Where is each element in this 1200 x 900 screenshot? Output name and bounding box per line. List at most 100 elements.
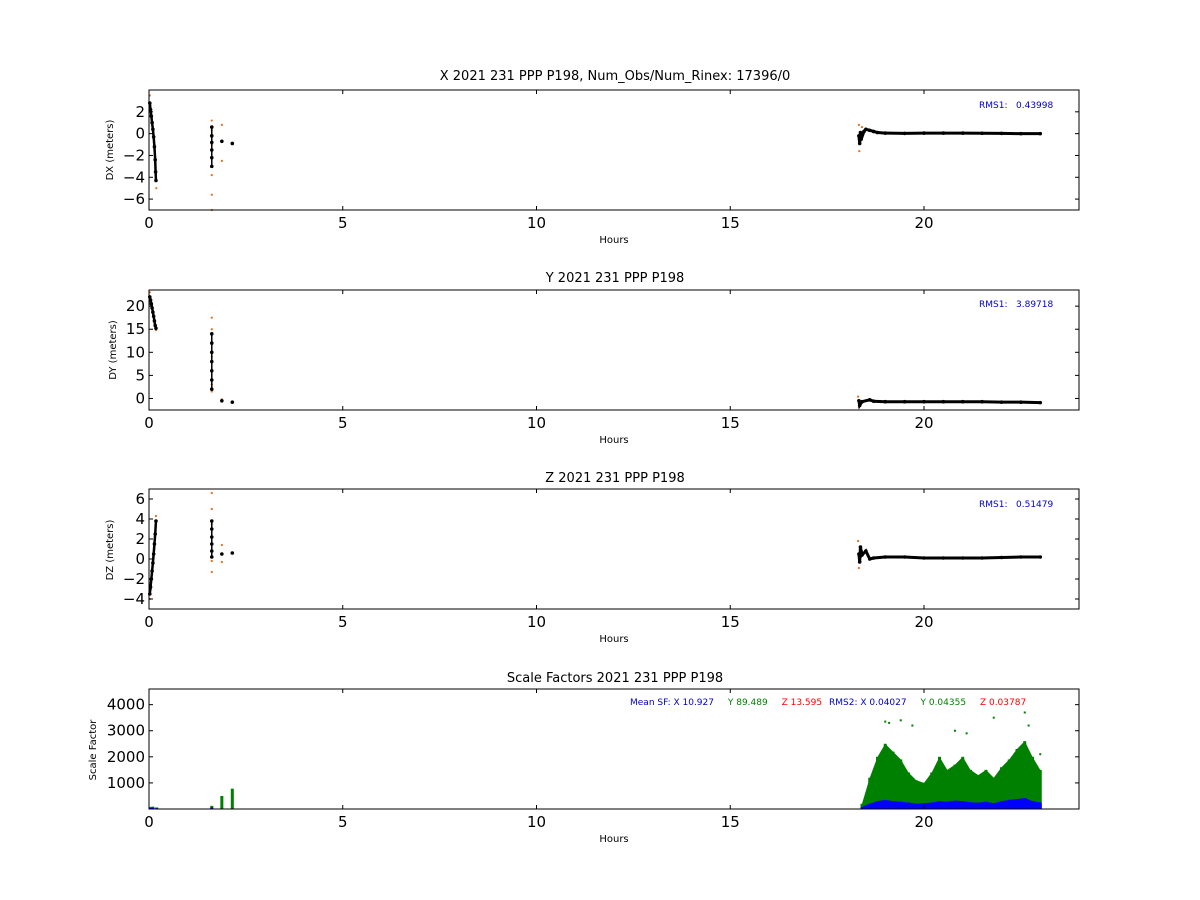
panel-sf-xtick-label: 5: [338, 813, 348, 831]
panel-dx-rms-value: 0.43998: [1016, 101, 1053, 111]
panel-sf-xtick-label: 0: [144, 813, 154, 831]
panel-dx-ytick-label: −4: [123, 168, 145, 186]
panel-dx-track-line: [857, 127, 1041, 144]
panel-dz-title: Z 2021 231 PPP P198: [545, 471, 685, 486]
panel-sf-xlabel: Hours: [599, 834, 628, 845]
panel-dz-point: [220, 543, 223, 547]
panel-sf: Scale Factors 2021 231 PPP P198 Hours Sc…: [88, 671, 1080, 845]
panel-sf-bar: [220, 795, 224, 809]
panel-dx-ytick-label: 0: [135, 125, 145, 143]
panel-dx-xtick-label: 15: [721, 214, 740, 232]
panel-dx-ytick-label: −6: [123, 190, 145, 208]
panel-dz-point: [857, 566, 861, 570]
panel-sf-bar: [976, 802, 980, 809]
panel-sf-ytick-label: 3000: [107, 722, 145, 740]
panel-dx-ytick-label: −2: [123, 146, 145, 164]
panel-dz-ytick-label: 4: [135, 510, 145, 528]
panel-sf-peak-point: [965, 732, 968, 735]
panel-sf-bar: [992, 803, 996, 809]
panel-dy-early-track-line: [148, 296, 158, 329]
panel-dz-xtick-label: 0: [144, 613, 154, 631]
panel-sf-bar: [860, 806, 864, 809]
panel-sf-bar: [930, 802, 934, 809]
panel-dx-point: [857, 123, 861, 127]
panel-dy-rms-value: 3.89718: [1016, 300, 1053, 310]
panel-dx-rms-label: RMS1:: [979, 101, 1008, 111]
panel-dy-ytick-label: 20: [126, 297, 145, 315]
panel-dy-ytick-label: 10: [126, 343, 145, 361]
panel-sf-bar: [891, 751, 895, 809]
panel-sf-peak-point: [992, 716, 995, 719]
panel-dz-point: [230, 551, 235, 555]
panel-sf-bar: [961, 801, 965, 809]
panel-dz-point: [220, 560, 223, 564]
panel-sf-bar: [1031, 801, 1034, 809]
panel-sf-ytick-label: 2000: [107, 748, 145, 766]
panel-dy-ticks: 0 5 10 15 20 20 15 10 5 0: [126, 290, 1079, 432]
panel-sf-bar: [876, 801, 879, 809]
panel-sf-bar: [938, 756, 941, 809]
panel-dx-point: [210, 119, 213, 122]
panel-sf-ylabel: Scale Factor: [88, 719, 99, 781]
panel-dy-xtick-label: 10: [527, 414, 546, 432]
panel-sf-bar: [1000, 801, 1003, 809]
panel-sf-bar: [938, 801, 941, 809]
panel-dx-point: [858, 149, 861, 153]
panel-sf-bar: [210, 807, 214, 809]
panel-dz-marks: [147, 491, 1043, 601]
panel-dy-marks: [147, 291, 1043, 410]
panel-dx-point: [220, 123, 223, 127]
panel-sf-bar: [969, 802, 972, 809]
panel-dx-point: [860, 125, 864, 129]
panel-dz-xlabel: Hours: [599, 634, 628, 645]
panel-dz-rms-label: RMS1:: [979, 500, 1008, 510]
panel-dx-point: [220, 139, 224, 144]
panel-sf-x-area: [862, 798, 1041, 809]
panel-dz-ylabel: DZ (meters): [105, 519, 116, 580]
panel-sf-peak-point: [1039, 753, 1042, 756]
panel-sf-bar: [914, 803, 918, 809]
panel-dy-point: [230, 400, 235, 404]
panel-sf-bar: [930, 772, 934, 809]
panel-dz-point: [220, 552, 224, 556]
panel-dz-frame: [148, 488, 1080, 610]
panel-dy-point: [210, 328, 213, 331]
panel-sf-bar: [860, 803, 864, 809]
panel-sf-peak-point: [888, 721, 891, 724]
panel-sf-xtick-label: 20: [914, 813, 933, 831]
panel-dz: Z 2021 231 PPP P198 Hours DZ (meters) RM…: [105, 471, 1080, 645]
panel-sf-bar: [907, 772, 910, 809]
panel-dx-ylabel: DX (meters): [105, 119, 116, 180]
sf-rms2-x: RMS2: X 0.04027: [829, 698, 907, 708]
panel-sf-bar: [1031, 756, 1034, 809]
panel-sf-bar: [961, 756, 965, 809]
panel-dz-xtick-label: 5: [338, 613, 348, 631]
panel-sf-bar: [230, 788, 234, 809]
panel-dy-frame: [148, 289, 1080, 411]
panel-sf-bar: [914, 780, 918, 809]
panel-dy-point: [210, 316, 213, 319]
panel-sf-bar: [883, 743, 887, 809]
panel-sf-ticks: 0 5 10 15 20 4000 3000 2000 1000: [107, 689, 1079, 831]
panel-dz-early-track-line: [148, 520, 158, 595]
panel-sf-bar: [922, 782, 926, 809]
panel-sf-ytick-label: 1000: [107, 774, 145, 792]
panel-sf-bar: [907, 802, 910, 809]
panel-dz-point: [154, 514, 158, 518]
panel-sf-bar: [953, 800, 957, 809]
panel-dy-ytick-label: 5: [135, 366, 145, 384]
panel-sf-bar: [1023, 741, 1027, 809]
panel-sf-peak-point: [899, 719, 902, 722]
panel-sf-xtick-label: 15: [721, 813, 740, 831]
panel-sf-ytick-label: 4000: [107, 696, 145, 714]
panel-sf-bar: [984, 769, 988, 809]
panel-dz-rms-value: 0.51479: [1016, 500, 1053, 510]
panel-sf-peak-point: [1023, 711, 1026, 714]
panel-dz-point: [210, 559, 213, 563]
panel-sf-bar: [945, 801, 949, 809]
panel-sf-bar: [992, 777, 996, 809]
panel-dy-ytick-label: 15: [126, 320, 145, 338]
panel-dy-title: Y 2021 231 PPP P198: [545, 271, 685, 286]
